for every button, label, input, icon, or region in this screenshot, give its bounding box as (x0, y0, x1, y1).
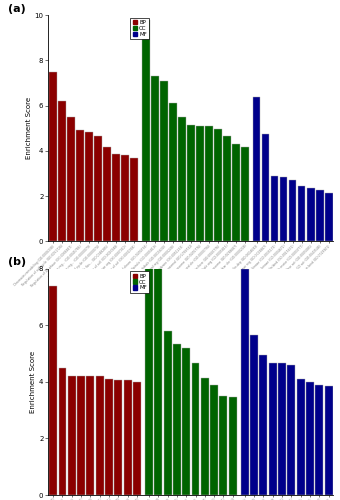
Y-axis label: Enrichment Score: Enrichment Score (26, 97, 32, 160)
Bar (154, 258, 162, 495)
Bar (214, 130, 222, 242)
Text: (b): (b) (7, 258, 26, 268)
Bar (289, 180, 296, 242)
Bar (114, 380, 122, 495)
Bar (77, 376, 85, 495)
Bar (241, 268, 249, 495)
Bar (124, 380, 132, 495)
Bar (315, 384, 323, 495)
Bar (58, 101, 66, 242)
Bar (130, 158, 138, 242)
Bar (297, 379, 305, 495)
Legend: BP, CC, MF: BP, CC, MF (130, 272, 149, 292)
Y-axis label: Enrichment Score: Enrichment Score (30, 350, 36, 413)
Bar (316, 190, 324, 242)
Bar (196, 126, 204, 242)
Bar (85, 132, 93, 242)
Bar (325, 386, 333, 495)
Bar (223, 136, 231, 242)
Bar (306, 382, 314, 495)
Bar (49, 286, 57, 495)
Bar (151, 76, 159, 241)
Bar (205, 126, 213, 242)
Bar (86, 376, 94, 495)
Bar (232, 144, 240, 242)
Bar (169, 104, 177, 242)
Bar (145, 258, 153, 495)
Bar (307, 188, 314, 242)
Bar (278, 364, 286, 495)
Bar (298, 186, 306, 242)
Bar (173, 344, 181, 495)
Bar (94, 136, 102, 242)
Bar (68, 376, 76, 495)
Bar (67, 117, 75, 242)
Bar (96, 376, 104, 495)
Bar (142, 20, 150, 242)
Bar (191, 364, 200, 495)
Bar (259, 355, 267, 495)
Bar (201, 378, 209, 495)
Bar (178, 117, 186, 242)
Bar (187, 125, 195, 242)
Bar (287, 365, 295, 495)
Bar (253, 96, 260, 242)
Text: (a): (a) (7, 4, 26, 14)
Bar (76, 130, 84, 242)
Bar (280, 177, 288, 242)
Bar (210, 384, 218, 495)
Bar (133, 382, 141, 495)
Bar (103, 148, 111, 242)
Legend: BP, CC, MF: BP, CC, MF (130, 18, 149, 39)
Bar (325, 192, 333, 242)
Bar (220, 396, 227, 495)
Bar (269, 364, 277, 495)
Bar (121, 156, 129, 242)
Bar (271, 176, 278, 242)
Bar (250, 335, 258, 495)
Bar (164, 331, 172, 495)
Bar (241, 148, 249, 242)
Bar (58, 368, 66, 495)
Bar (262, 134, 270, 242)
Bar (49, 72, 57, 241)
Bar (182, 348, 190, 495)
Bar (112, 154, 120, 242)
Bar (229, 398, 237, 495)
Bar (160, 80, 168, 241)
Bar (105, 379, 113, 495)
